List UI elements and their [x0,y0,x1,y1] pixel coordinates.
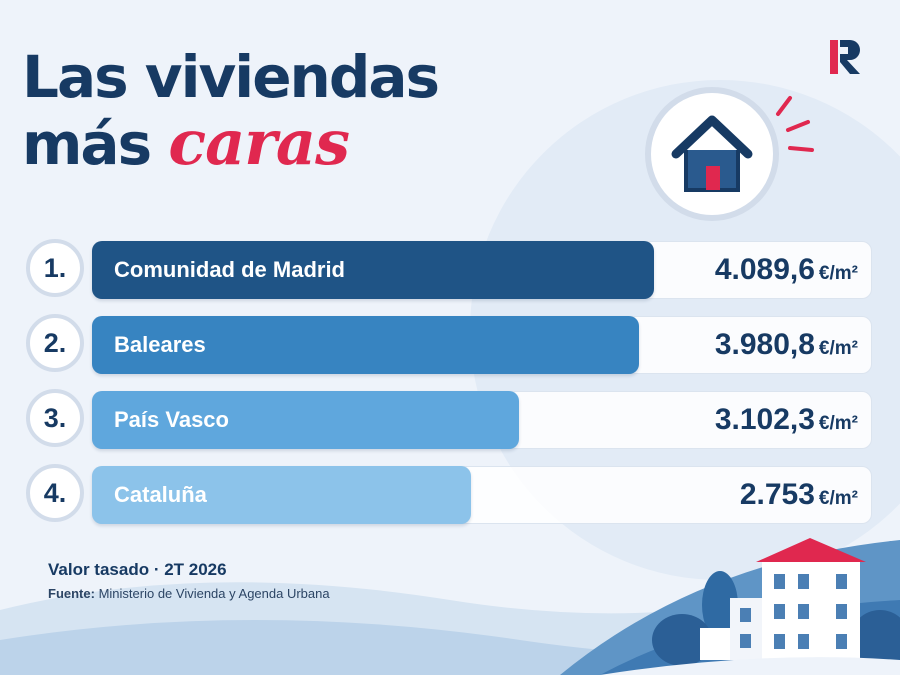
rank-badge: 4. [26,464,84,522]
value-label: 2.753 €/m² [740,466,858,524]
value-unit: €/m² [818,338,858,359]
value-number: 2.753 [739,478,815,511]
bar-pais-vasco [92,391,519,449]
rank-badge: 1. [26,239,84,297]
r-logo-icon [830,40,860,74]
value-label: 3.102,3 €/m² [715,391,858,449]
value-number: 3.980,8 [714,328,815,361]
rank-badge: 2. [26,314,84,372]
bar-cataluna [92,466,471,524]
title-line-1: Las viviendas [22,43,440,111]
tree-icon [702,571,738,639]
rank-badge: 3. [26,389,84,447]
bar-label: Baleares [114,332,206,357]
bush-icon [652,614,712,666]
value-label: 4.089,6 €/m² [715,241,858,299]
bar-label: País Vasco [114,407,229,432]
value-unit: €/m² [818,413,858,434]
source-label: Fuente: [48,586,95,601]
source-text: Ministerio de Vivienda y Agenda Urbana [98,586,330,601]
bar-comunidad-de-madrid [92,241,655,299]
bar-label: Comunidad de Madrid [114,257,345,282]
value-number: 4.089,6 [714,253,815,286]
footnote-period: Valor tasado · 2T 2026 [48,560,227,579]
bush-icon [850,610,900,670]
building-icon [700,538,866,660]
value-label: 3.980,8 €/m² [715,316,858,374]
value-unit: €/m² [818,263,858,284]
bar-label: Cataluña [114,482,207,507]
value-number: 3.102,3 [714,403,815,436]
value-unit: €/m² [818,488,858,509]
footnote-source: Fuente: Ministerio de Vivienda y Agenda … [48,586,330,601]
house-icon [645,87,814,221]
bar-baleares [92,316,640,374]
title-line-2: más [22,110,152,178]
title-accent: caras [168,106,350,179]
page-title: Las viviendas más caras [22,43,440,179]
